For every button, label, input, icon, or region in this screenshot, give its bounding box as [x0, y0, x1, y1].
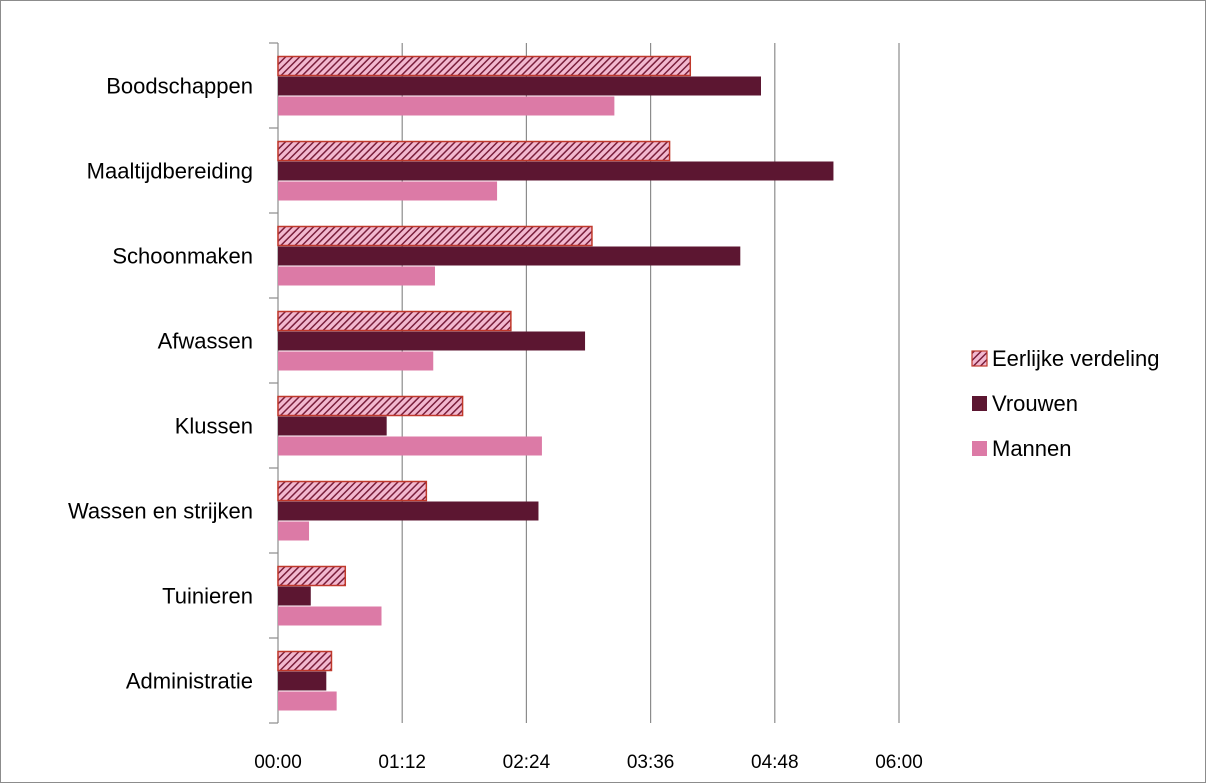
bar-vrouwen	[278, 416, 387, 436]
category-label: Maaltijdbereiding	[87, 159, 253, 184]
bar-vrouwen	[278, 161, 834, 181]
legend-label: Mannen	[992, 436, 1072, 461]
x-tick-label: 06:00	[875, 752, 923, 773]
bar-eerlijke-verdeling	[277, 55, 692, 77]
bar-mannen	[278, 521, 310, 541]
category-axis	[269, 42, 279, 724]
category-labels: Boodschappen Maaltijdbereiding Schoonmaken…	[68, 74, 253, 694]
bar-eerlijke-verdeling	[277, 565, 347, 587]
bar-mannen	[278, 96, 615, 116]
bar-eerlijke-verdeling	[277, 140, 671, 162]
legend: Eerlijke verdeling Vrouwen Mannen	[971, 346, 1160, 461]
x-tick-labels: 00:00 01:12 02:24 03:36 04:48 06:00	[254, 752, 923, 773]
legend-label: Eerlijke verdeling	[992, 346, 1160, 371]
bars	[277, 55, 834, 711]
x-tick-label: 03:36	[627, 752, 675, 773]
category-label: Schoonmaken	[112, 244, 253, 269]
bar-vrouwen	[278, 76, 761, 96]
legend-swatch	[972, 441, 987, 456]
bar-vrouwen	[278, 671, 327, 691]
bar-mannen	[278, 266, 435, 286]
x-tick-label: 02:24	[503, 752, 551, 773]
legend-swatch	[972, 396, 987, 411]
bar-mannen	[278, 181, 498, 201]
bar-eerlijke-verdeling	[277, 310, 512, 332]
bar-eerlijke-verdeling	[277, 395, 464, 417]
category-label: Wassen en strijken	[68, 499, 253, 524]
category-label: Tuinieren	[162, 584, 253, 609]
bar-mannen	[278, 606, 382, 626]
category-label: Administratie	[126, 669, 253, 694]
bar-vrouwen	[278, 331, 586, 351]
bar-vrouwen	[278, 586, 311, 606]
bar-eerlijke-verdeling	[277, 650, 333, 672]
x-tick-label: 01:12	[378, 752, 426, 773]
category-label: Boodschappen	[106, 74, 253, 99]
bar-eerlijke-verdeling	[277, 225, 593, 247]
legend-swatch	[971, 350, 988, 367]
bar-vrouwen	[278, 246, 741, 266]
legend-label: Vrouwen	[992, 391, 1078, 416]
category-label: Afwassen	[158, 329, 253, 354]
x-tick-label: 04:48	[751, 752, 799, 773]
bar-mannen	[278, 436, 542, 456]
category-label: Klussen	[175, 414, 253, 439]
x-tick-label: 00:00	[254, 752, 302, 773]
bar-mannen	[278, 691, 337, 711]
bar-mannen	[278, 351, 434, 371]
bar-vrouwen	[278, 501, 539, 521]
bar-eerlijke-verdeling	[277, 480, 428, 502]
